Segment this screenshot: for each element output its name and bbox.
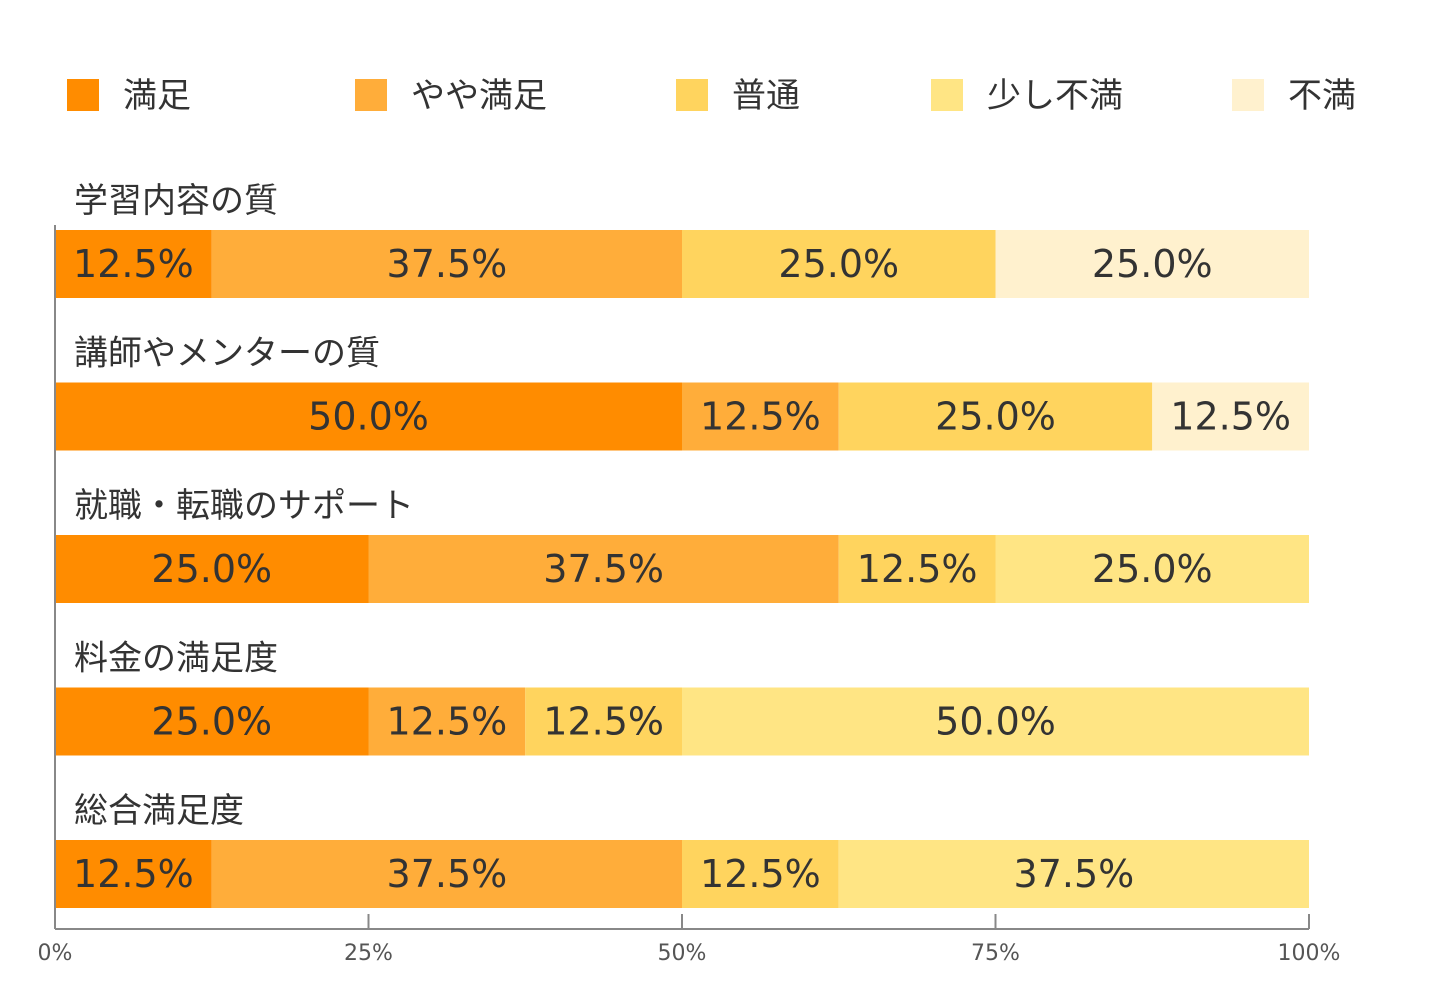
bar-segment-r4-s3: [525, 687, 682, 756]
bar-segment-r5-s4: [838, 840, 1309, 908]
bar-segment-r5-s3: [682, 840, 839, 908]
legend-label-4: 少し不満: [987, 76, 1123, 116]
bar-segment-r2-s2: [682, 382, 839, 451]
data-label-r5-s1: 12.5%: [73, 852, 194, 896]
x-tick-label-4: 75%: [971, 941, 1020, 966]
category-label-4: 料金の満足度: [74, 639, 278, 679]
data-label-r1-s1: 12.5%: [73, 242, 194, 286]
data-label-r4-s4: 50.0%: [935, 700, 1056, 744]
data-label-r1-s2: 37.5%: [387, 242, 508, 286]
legend-label-3: 普通: [732, 76, 800, 116]
data-label-r1-s5: 25.0%: [1092, 242, 1213, 286]
bar-segment-r4-s2: [368, 687, 526, 756]
bar-segment-r1-s1: [55, 230, 212, 298]
x-tick-label-1: 0%: [38, 941, 73, 966]
bar-segment-r1-s3: [682, 230, 996, 298]
bar-segment-r1-s2: [211, 230, 682, 298]
data-label-r2-s3: 25.0%: [935, 395, 1056, 439]
bar-segment-r2-s1: [55, 382, 682, 451]
data-label-r5-s2: 37.5%: [387, 852, 508, 896]
data-label-r5-s4: 37.5%: [1014, 852, 1135, 896]
data-label-r3-s1: 25.0%: [151, 547, 272, 591]
data-label-r2-s2: 12.5%: [700, 395, 821, 439]
data-label-r4-s1: 25.0%: [151, 700, 272, 744]
bar-segment-r4-s4: [682, 687, 1309, 756]
x-tick-label-3: 50%: [658, 941, 707, 966]
legend-label-5: 不満: [1288, 76, 1356, 116]
bar-segment-r2-s3: [838, 382, 1153, 451]
legend-label-1: 満足: [123, 76, 191, 116]
bar-segment-r4-s1: [55, 687, 369, 756]
category-label-5: 総合満足度: [74, 791, 244, 831]
bar-segment-r3-s4: [995, 535, 1309, 603]
data-label-r4-s2: 12.5%: [387, 700, 508, 744]
x-axis: 0% 25% 50% 75% 100%: [38, 225, 1341, 966]
data-label-r1-s3: 25.0%: [778, 242, 899, 286]
data-label-r4-s3: 12.5%: [543, 700, 664, 744]
legend-swatch-4: [931, 79, 963, 111]
bars: 学習内容の質 12.5% 37.5% 25.0% 25.0% 講師やメンターの質 50.0%…: [55, 181, 1309, 908]
legend-label-2: やや満足: [411, 76, 547, 116]
legend-swatch-2: [355, 79, 387, 111]
category-label-2: 講師やメンターの質: [74, 334, 380, 374]
category-label-1: 学習内容の質: [74, 181, 278, 221]
legend: 満足 やや満足 普通 少し不満 不満: [67, 76, 1356, 116]
bar-segment-r5-s2: [211, 840, 682, 908]
data-label-r5-s3: 12.5%: [700, 852, 821, 896]
bar-segment-r3-s3: [838, 535, 996, 603]
legend-swatch-3: [676, 79, 708, 111]
x-tick-label-2: 25%: [344, 941, 393, 966]
bar-segment-r3-s1: [55, 535, 369, 603]
bar-segment-r3-s2: [368, 535, 839, 603]
legend-swatch-5: [1232, 79, 1264, 111]
category-label-3: 就職・転職のサポート: [74, 486, 414, 526]
data-label-r3-s3: 12.5%: [857, 547, 978, 591]
bar-segment-r5-s1: [55, 840, 212, 908]
data-label-r3-s4: 25.0%: [1092, 547, 1213, 591]
bar-segment-r1-s5: [995, 230, 1309, 298]
x-tick-label-5: 100%: [1278, 941, 1341, 966]
data-label-r3-s2: 37.5%: [543, 547, 664, 591]
data-label-r2-s5: 12.5%: [1170, 395, 1291, 439]
data-label-r2-s1: 50.0%: [308, 395, 429, 439]
legend-swatch-1: [67, 79, 99, 111]
bar-segment-r2-s5: [1152, 382, 1309, 451]
